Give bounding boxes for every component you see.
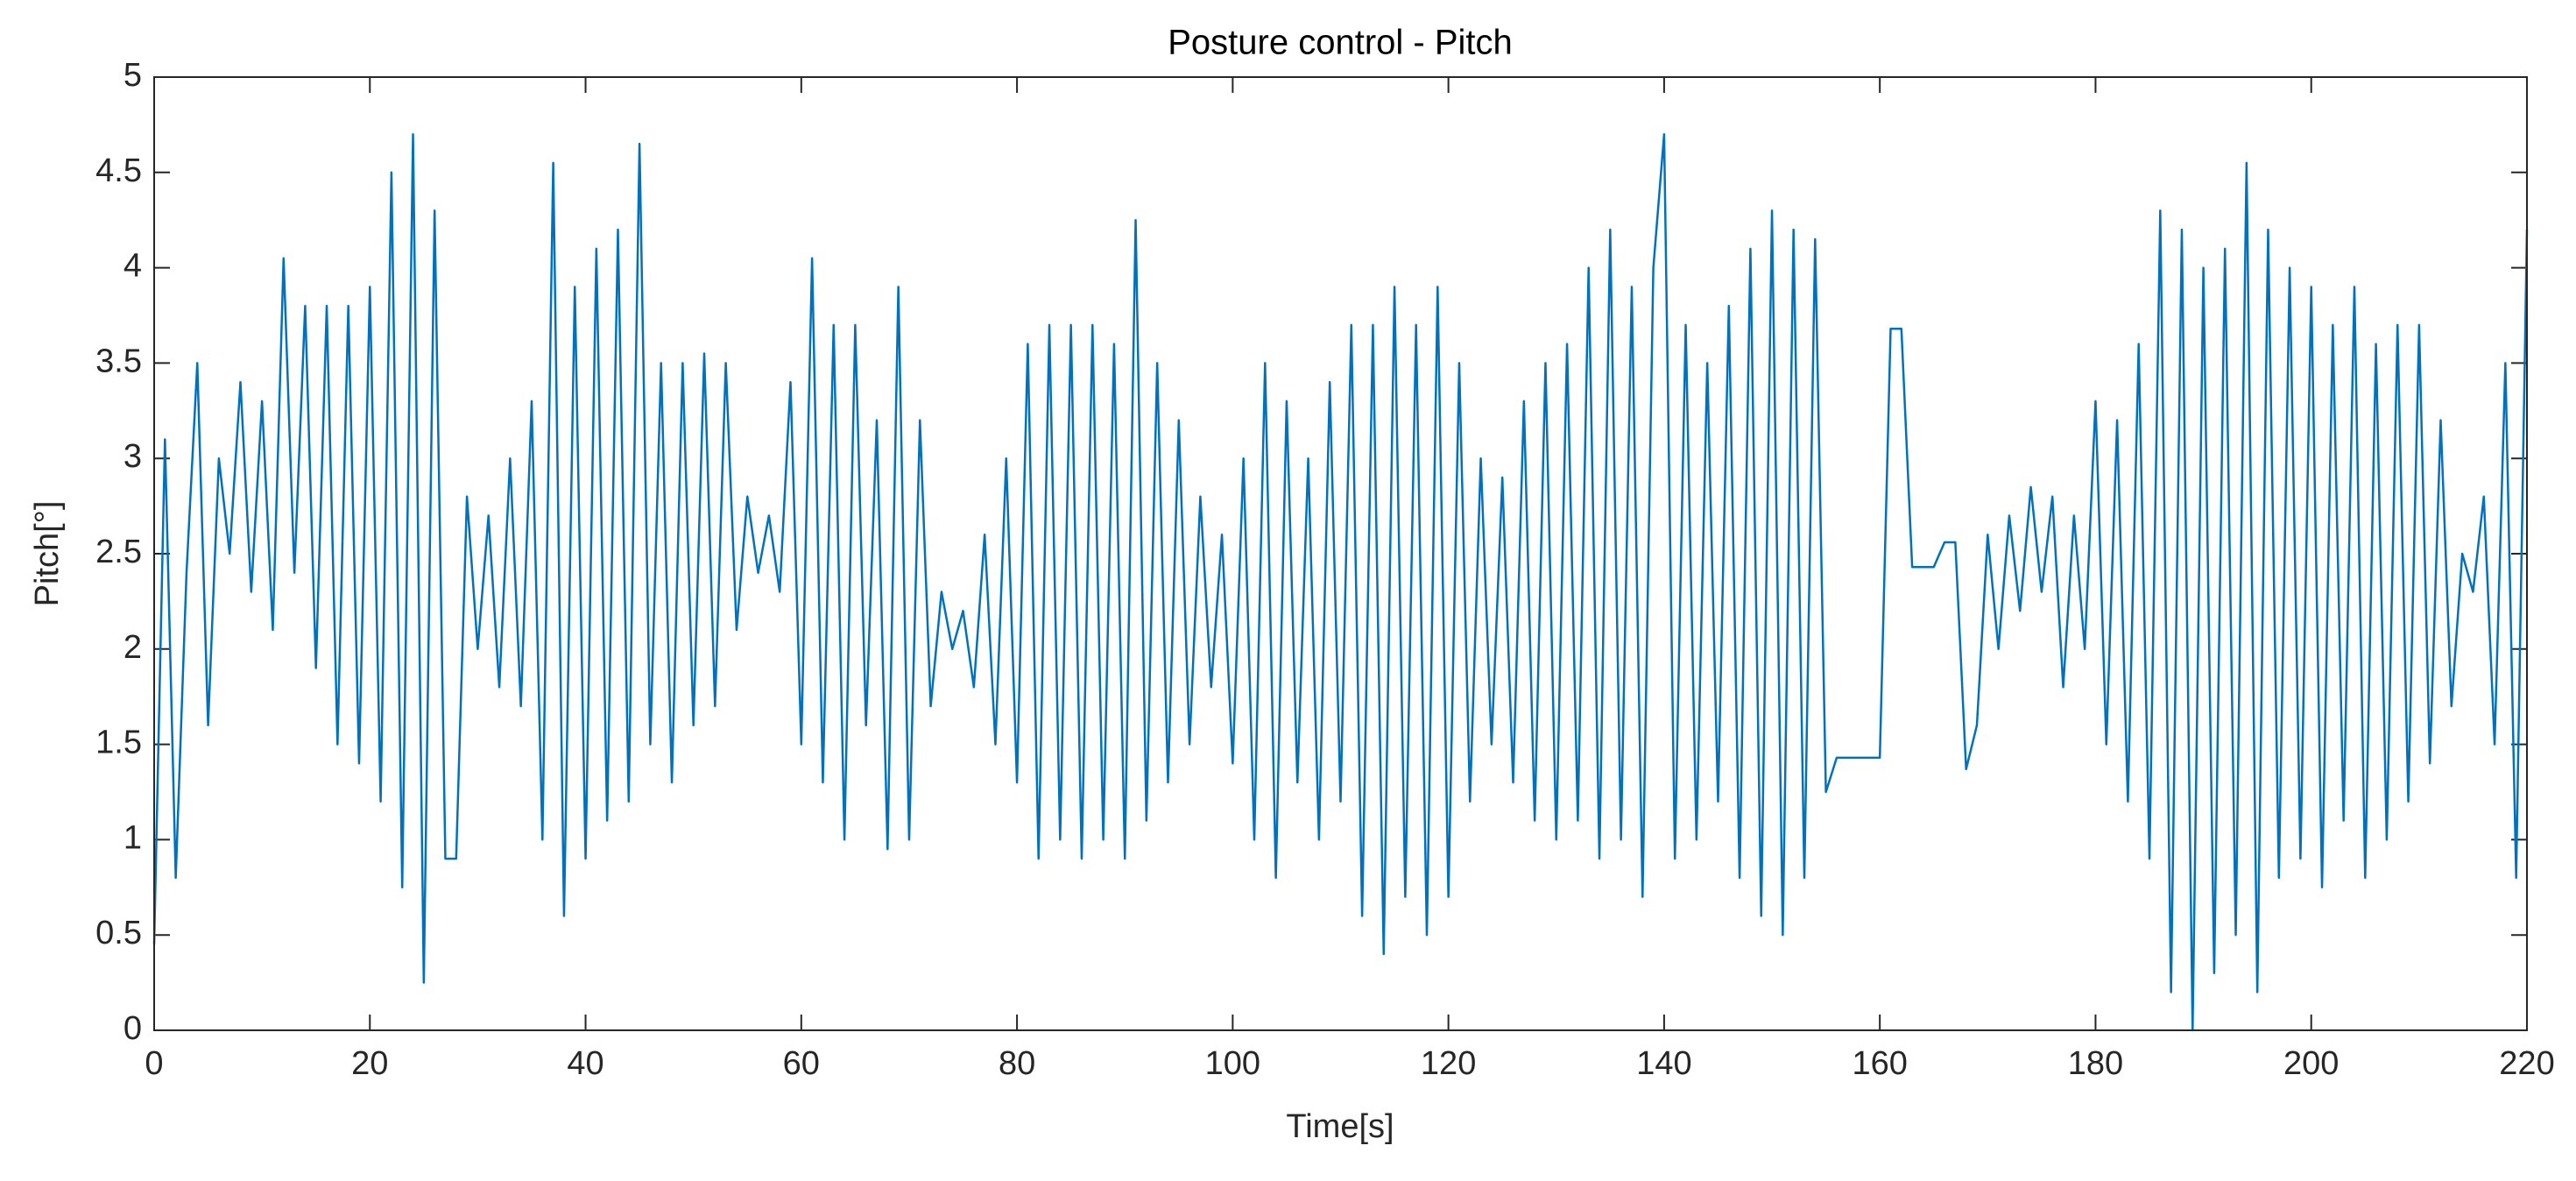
x-tick-label: 140 xyxy=(1636,1045,1691,1082)
y-tick-label: 5 xyxy=(124,57,142,94)
y-tick-label: 2 xyxy=(124,629,142,666)
y-tick-label: 4.5 xyxy=(95,152,142,189)
x-tick-label: 180 xyxy=(2068,1045,2123,1082)
y-tick-label: 0 xyxy=(124,1010,142,1047)
x-tick-label: 200 xyxy=(2283,1045,2339,1082)
y-tick-label: 3.5 xyxy=(95,343,142,379)
x-tick-label: 60 xyxy=(783,1045,820,1082)
y-axis-label: Pitch[°] xyxy=(29,501,66,607)
x-tick-label: 0 xyxy=(145,1045,163,1082)
x-tick-label: 40 xyxy=(567,1045,603,1082)
axes-box xyxy=(153,76,2528,1031)
y-tick-label: 4 xyxy=(124,248,142,285)
x-tick-label: 80 xyxy=(999,1045,1035,1082)
x-tick-label: 20 xyxy=(351,1045,388,1082)
y-tick-label: 3 xyxy=(124,438,142,475)
data-line xyxy=(152,133,2529,1032)
y-tick-label: 0.5 xyxy=(95,915,142,951)
x-tick-label: 120 xyxy=(1421,1045,1476,1082)
y-tick-label: 2.5 xyxy=(95,534,142,570)
y-tick-label: 1 xyxy=(124,819,142,856)
x-tick-label: 100 xyxy=(1205,1045,1260,1082)
x-tick-label: 220 xyxy=(2499,1045,2554,1082)
x-axis-label: Time[s] xyxy=(1286,1108,1394,1145)
y-tick-label: 1.5 xyxy=(95,725,142,761)
chart-title: Posture control - Pitch xyxy=(1168,24,1513,62)
x-tick-label: 160 xyxy=(1852,1045,1907,1082)
